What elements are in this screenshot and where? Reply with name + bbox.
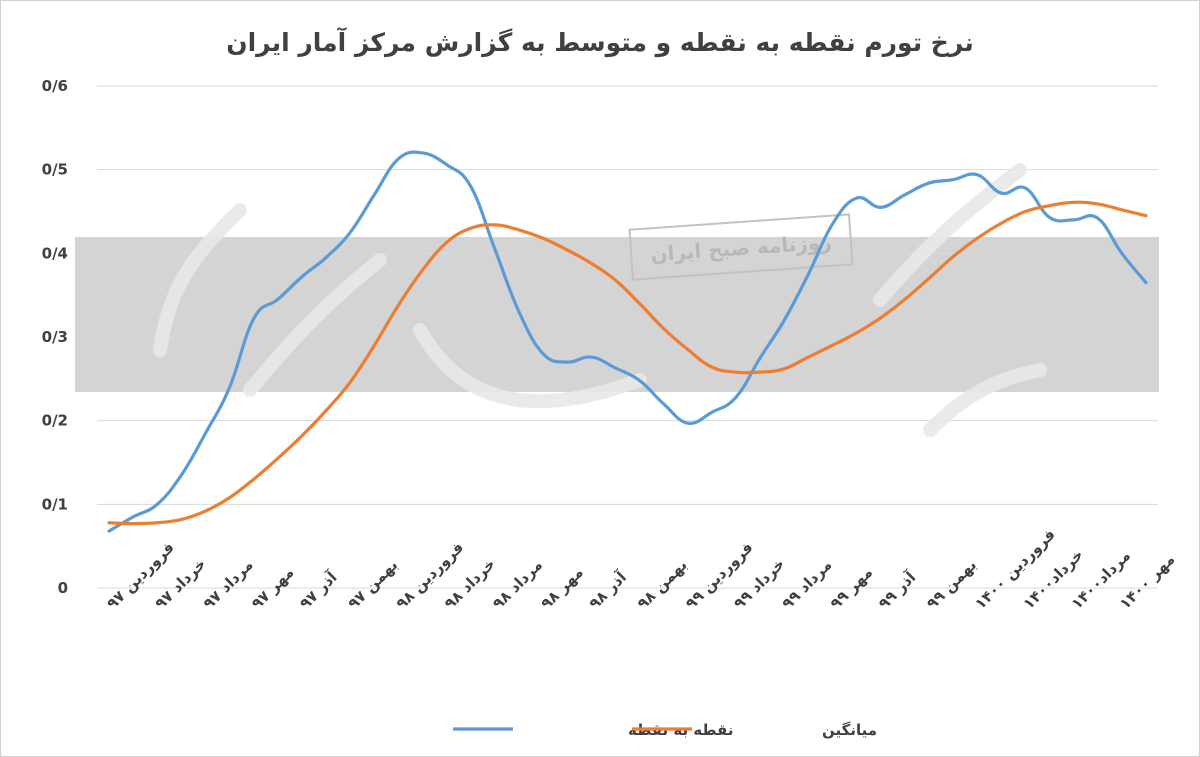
legend-item-average: میانگین <box>632 721 877 739</box>
y-axis-ticks: 0 0/1 0/2 0/3 0/4 0/5 0/6 <box>42 77 68 597</box>
y-tick-label: 0/3 <box>42 328 68 346</box>
series-lines <box>107 150 1148 533</box>
x-tick-label: بهمن ۹۸ <box>634 556 691 613</box>
x-tick-label: مرداد ۹۷ <box>200 556 257 613</box>
x-tick-label: آذر ۹۷ <box>296 568 341 613</box>
series-line-point-to-point <box>107 150 1148 533</box>
legend-label: میانگین <box>822 721 877 739</box>
x-tick-label: آذر ۹۸ <box>585 568 630 613</box>
chart-title: نرخ تورم نقطه به نقطه و متوسط به گزارش م… <box>226 27 974 58</box>
y-tick-label: 0 <box>58 579 68 597</box>
gridlines <box>97 85 1158 589</box>
y-tick-label: 0/5 <box>42 161 68 179</box>
x-tick-label: فروردین ۱۴۰۰ <box>971 525 1059 613</box>
y-tick-label: 0/4 <box>42 244 68 262</box>
x-tick-label: بهمن ۹۹ <box>923 556 980 613</box>
x-tick-label: مرداد ۹۹ <box>778 556 835 613</box>
x-tick-label: بهمن ۹۷ <box>344 556 401 613</box>
series-line-average <box>107 200 1148 526</box>
y-tick-label: 0/2 <box>42 412 68 430</box>
y-tick-label: 0/1 <box>42 495 68 513</box>
watermark-calligraphy <box>153 163 1047 437</box>
x-tick-label: مرداد ۹۸ <box>489 556 546 613</box>
y-tick-label: 0/6 <box>42 77 68 95</box>
x-tick-label: آذر ۹۹ <box>875 568 920 613</box>
